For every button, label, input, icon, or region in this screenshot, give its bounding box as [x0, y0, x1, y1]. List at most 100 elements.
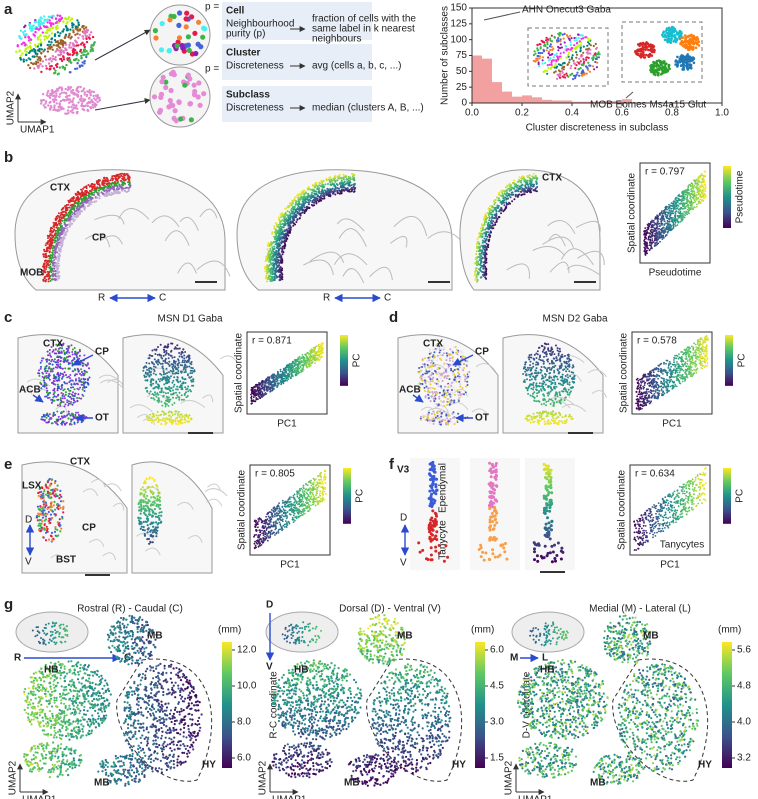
cell-dot: [307, 195, 310, 198]
cell-dot: [62, 107, 65, 111]
cell-dot: [520, 181, 523, 184]
cell-dot: [551, 52, 554, 56]
cell-dot: [80, 104, 83, 108]
cell-dot: [678, 60, 682, 64]
cell-dot: [278, 226, 280, 229]
cell-dot: [54, 222, 57, 225]
cell-dot: [58, 247, 61, 250]
cell-dot: [52, 246, 55, 249]
cell-dot: [554, 62, 557, 65]
cell-dot: [81, 35, 85, 38]
cell-dot: [23, 29, 27, 33]
cell-dot: [89, 184, 92, 187]
cell-dot: [534, 187, 537, 190]
cell-dot: [486, 235, 489, 238]
cell-dot: [50, 16, 54, 19]
cell-dot: [583, 73, 586, 76]
cell-dot: [43, 277, 46, 279]
cell-dot: [539, 43, 542, 46]
cell-dot: [72, 29, 75, 32]
cell-dot: [560, 64, 563, 67]
cell-dot: [690, 59, 693, 62]
cell-dot: [20, 43, 23, 46]
cell-dot: [64, 87, 67, 91]
cell-dot: [35, 55, 39, 58]
histogram-bar: [512, 96, 522, 103]
cell-dot: [580, 70, 584, 73]
cell-dot: [22, 60, 25, 63]
cell-dot: [573, 62, 577, 65]
cell-dot: [110, 177, 113, 180]
cell-dot: [550, 34, 553, 37]
cell-dot: [694, 41, 698, 44]
cell-dot: [516, 189, 518, 192]
cell-dot: [68, 43, 71, 47]
cell-dot: [668, 27, 672, 31]
cell-dot: [505, 206, 508, 209]
cell-dot: [646, 244, 649, 247]
cell-dot: [334, 190, 337, 192]
cell-dot: [309, 199, 312, 202]
cell-dot: [677, 205, 680, 208]
cell-dot: [484, 235, 487, 238]
cell-dot: [589, 38, 592, 41]
cell-dot: [558, 73, 562, 76]
cell-dot: [577, 61, 580, 64]
cell-dot: [284, 224, 287, 227]
cell-dot: [82, 89, 85, 92]
cell-dot: [121, 172, 124, 175]
cell-dot: [58, 14, 62, 17]
cell-dot: [91, 197, 94, 200]
cell-dot: [672, 29, 676, 32]
cell-dot: [34, 49, 37, 52]
cell-dot: [45, 254, 47, 257]
cell-dot: [478, 232, 480, 235]
cell-dot: [55, 243, 58, 245]
cell-dot: [91, 35, 95, 39]
cell-dot: [76, 26, 79, 30]
cell-dot: [595, 56, 599, 59]
cell-dot: [587, 49, 590, 52]
cell-dot: [541, 62, 544, 65]
cell-dot: [56, 214, 59, 217]
cell-dot: [286, 229, 289, 232]
cell-dot: [159, 79, 165, 85]
cell-dot: [554, 70, 557, 73]
cell-dot: [79, 43, 83, 46]
cell-dot: [46, 50, 50, 53]
cell-dot: [58, 66, 61, 69]
cell-dot: [638, 44, 641, 48]
cell-dot: [480, 223, 483, 226]
cell-dot: [547, 38, 550, 41]
cell-dot: [671, 26, 675, 30]
cell-dot: [570, 56, 574, 59]
cell-dot: [567, 51, 571, 54]
cell-dot: [88, 33, 91, 36]
cell-dot: [569, 67, 572, 70]
cell-dot: [85, 94, 89, 98]
cell-dot: [71, 26, 74, 29]
cell-dot: [68, 46, 71, 49]
cell-dot: [291, 217, 294, 220]
plot-frame: [471, 7, 723, 104]
cell-dot: [668, 67, 671, 71]
cell-dot: [303, 189, 305, 192]
cell-dot: [66, 109, 70, 112]
cell-dot: [65, 63, 68, 67]
cell-dot: [71, 100, 74, 104]
cell-dot: [589, 48, 592, 51]
cell-dot: [295, 203, 297, 206]
cell-dot: [53, 33, 57, 36]
cell-dot: [658, 66, 662, 69]
cell-dot: [338, 192, 341, 195]
cell-dot: [688, 60, 691, 63]
cell-dot: [516, 184, 519, 187]
cell-dot: [548, 63, 551, 66]
cell-dot: [531, 185, 534, 188]
cell-dot: [84, 26, 88, 29]
cell-dot: [561, 33, 564, 36]
cell-dot: [306, 196, 309, 199]
cell-dot: [61, 30, 64, 33]
cell-dot: [557, 45, 560, 49]
cell-dot: [121, 189, 123, 192]
